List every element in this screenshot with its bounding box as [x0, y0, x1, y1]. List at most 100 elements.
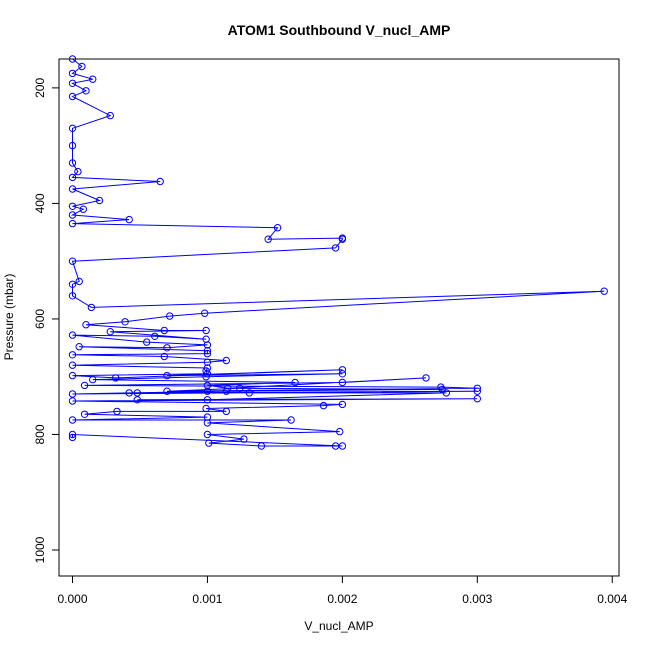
- x-tick-label: 0.002: [327, 592, 357, 606]
- data-point: [79, 205, 88, 213]
- y-tick-label: 400: [33, 193, 47, 213]
- data-point: [74, 167, 82, 176]
- data-point: [113, 407, 121, 416]
- data-point: [203, 358, 212, 366]
- data-point: [202, 404, 210, 413]
- data-point: [222, 387, 231, 395]
- data-point: [78, 62, 86, 71]
- data-point: [222, 356, 231, 365]
- data-point: [257, 442, 266, 450]
- data-point: [68, 124, 77, 133]
- data-point: [473, 387, 481, 395]
- data-point: [68, 390, 77, 398]
- data-point: [163, 387, 171, 395]
- data-point: [68, 257, 77, 265]
- data-point: [68, 202, 77, 211]
- data-point: [112, 374, 120, 382]
- data-point: [68, 331, 77, 339]
- data-point: [600, 287, 608, 295]
- data-point: [442, 389, 450, 397]
- data-point: [203, 349, 212, 358]
- data-point: [163, 344, 171, 352]
- chart-title: ATOM1 Southbound V_nucl_AMP: [228, 22, 451, 38]
- data-point: [68, 141, 77, 150]
- data-point: [151, 332, 159, 340]
- data-point: [203, 430, 212, 439]
- y-tick-label: 200: [33, 78, 47, 98]
- x-tick-label: 0.001: [192, 592, 222, 606]
- data-point: [68, 351, 77, 359]
- data-point: [236, 384, 244, 392]
- series-line: [70, 58, 605, 447]
- data-point: [331, 244, 340, 252]
- x-axis: 0.000 0.001 0.002 0.003 0.004: [57, 576, 628, 606]
- data-point: [68, 430, 77, 439]
- data-point: [68, 79, 77, 88]
- data-point: [75, 343, 83, 351]
- data-point: [68, 361, 77, 369]
- data-point: [68, 416, 77, 424]
- data-point: [222, 407, 231, 416]
- y-axis-label: Pressure (mbar): [2, 274, 16, 361]
- data-point: [89, 375, 97, 384]
- data-point: [264, 235, 272, 243]
- data-point: [338, 235, 347, 243]
- data-point: [202, 326, 210, 335]
- x-tick-label: 0.000: [57, 592, 87, 606]
- data-point: [68, 211, 77, 219]
- data-point: [133, 389, 142, 397]
- data-point: [87, 303, 96, 312]
- data-point: [75, 277, 83, 286]
- data-point: [89, 75, 97, 83]
- data-point: [156, 177, 164, 186]
- data-point: [291, 378, 299, 387]
- x-axis-label: V_nucl_AMP: [304, 619, 373, 633]
- data-point: [287, 416, 295, 424]
- data-point: [203, 387, 212, 395]
- data-point: [68, 371, 77, 380]
- x-tick-label: 0.003: [462, 592, 492, 606]
- data-point: [205, 439, 213, 447]
- data-point: [201, 309, 209, 317]
- data-point: [166, 312, 174, 320]
- data-point: [338, 370, 347, 378]
- data-point: [95, 196, 104, 205]
- data-point: [202, 373, 210, 381]
- data-point: [121, 318, 129, 326]
- data-point: [203, 419, 212, 427]
- data-point: [163, 371, 171, 380]
- data-point: [160, 352, 169, 361]
- data-point: [68, 92, 77, 101]
- data-point: [133, 396, 142, 404]
- plot-area: [68, 55, 608, 450]
- data-point: [338, 366, 347, 374]
- data-point: [160, 326, 169, 335]
- data-point: [68, 292, 77, 300]
- data-point: [338, 400, 347, 409]
- data-point: [336, 427, 344, 436]
- data-point: [80, 381, 89, 390]
- data-point: [68, 55, 77, 63]
- data-point: [106, 328, 115, 336]
- data-point: [338, 442, 347, 450]
- data-point: [68, 397, 77, 405]
- data-point: [68, 219, 77, 228]
- data-point: [68, 69, 77, 78]
- data-point: [82, 321, 90, 329]
- data-point: [143, 338, 151, 346]
- data-point: [203, 381, 212, 390]
- data-point: [203, 396, 212, 404]
- data-point: [203, 347, 212, 355]
- data-point: [68, 433, 77, 442]
- data-point: [82, 87, 90, 95]
- y-tick-label: 600: [33, 309, 47, 329]
- data-point: [80, 410, 89, 418]
- data-point: [473, 395, 481, 403]
- data-point: [68, 173, 77, 182]
- data-point: [473, 384, 481, 392]
- y-axis: 200 400 600 800 1000: [33, 78, 59, 563]
- data-point: [240, 435, 248, 443]
- data-point: [203, 341, 212, 349]
- data-point: [68, 185, 77, 193]
